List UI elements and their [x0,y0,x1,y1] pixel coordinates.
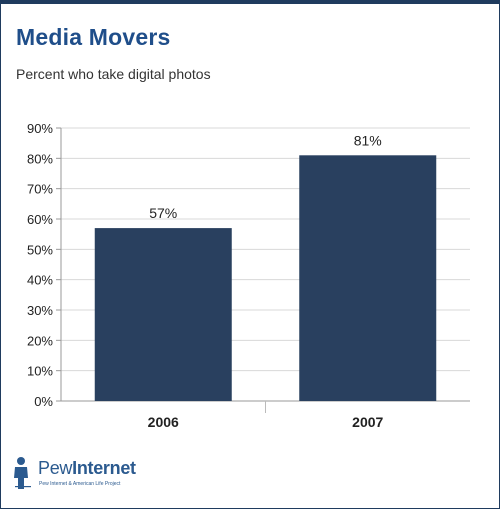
y-tick-label: 0% [34,394,53,409]
y-tick-label: 90% [27,121,53,136]
bar [94,228,232,401]
y-tick-label: 50% [27,242,53,257]
bar-value-label: 81% [354,132,382,148]
x-tick-label: 2007 [352,414,383,430]
chart-title: Media Movers [16,24,171,50]
logo-tagline: Pew Internet & American Life Project [39,481,121,487]
pew-person-icon [14,457,31,489]
chart-subtitle: Percent who take digital photos [16,66,211,82]
y-tick-label: 40% [27,273,53,288]
x-tick-label: 2006 [148,414,179,430]
pew-internet-logo: PewInternet Pew Internet & American Life… [12,456,212,492]
y-tick-label: 20% [27,333,53,348]
y-tick-label: 70% [27,182,53,197]
y-tick-label: 60% [27,212,53,227]
logo-wordmark: PewInternet [38,458,136,478]
y-tick-label: 30% [27,303,53,318]
y-tick-label: 80% [27,151,53,166]
y-tick-label: 10% [27,364,53,379]
bar [299,155,437,401]
bar-value-label: 57% [149,205,177,221]
